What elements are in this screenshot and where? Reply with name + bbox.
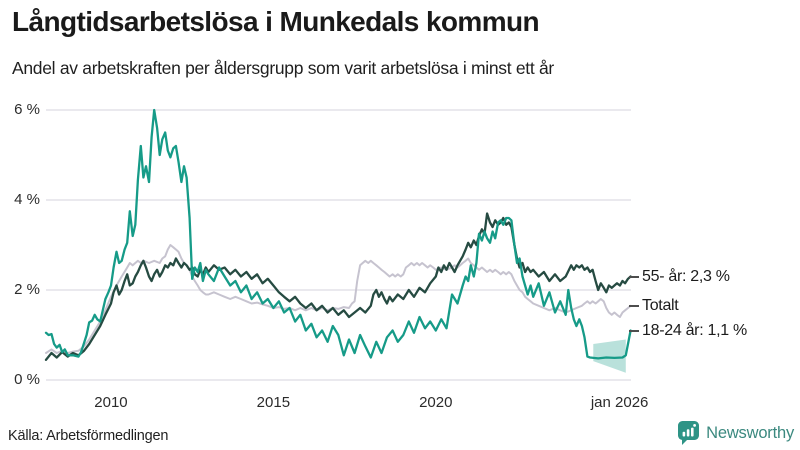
y-tick-label: 6 % — [14, 101, 40, 118]
legend-item: 18-24 år: 1,1 % — [629, 321, 747, 341]
newsworthy-logo-icon — [678, 421, 700, 445]
legend-tick — [629, 329, 639, 332]
x-tick-label: 2015 — [256, 394, 291, 411]
legend-item: 55- år: 2,3 % — [629, 267, 730, 287]
line-totalt — [45, 244, 632, 354]
y-tick-label: 0 % — [14, 371, 40, 388]
gridlines — [46, 109, 631, 381]
y-tick-label: 2 % — [14, 281, 40, 298]
line-18-24 — [44, 108, 632, 360]
uncertainty-band — [593, 339, 626, 373]
page-title: Långtidsarbetslösa i Munkedals kommun — [12, 6, 540, 37]
legend-tick — [629, 275, 639, 278]
newsworthy-logo-text: Newsworthy — [706, 423, 794, 442]
y-tick-label: 4 % — [14, 191, 40, 208]
line-55-plus — [44, 212, 632, 361]
legend-tick — [629, 304, 639, 307]
legend-label: 55- år: 2,3 % — [642, 267, 730, 285]
x-tick-label: jan 2026 — [590, 394, 649, 411]
x-tick-label: 2010 — [94, 394, 128, 411]
source-note: Källa: Arbetsförmedlingen — [8, 428, 169, 444]
legend-label: Totalt — [642, 296, 679, 314]
newsworthy-brand: Newsworthy — [678, 421, 794, 445]
legend-item: Totalt — [629, 296, 679, 316]
chart-subtitle: Andel av arbetskraften per åldersgrupp s… — [12, 58, 554, 78]
legend-label: 18-24 år: 1,1 % — [642, 321, 747, 339]
x-tick-label: 2020 — [419, 394, 453, 411]
